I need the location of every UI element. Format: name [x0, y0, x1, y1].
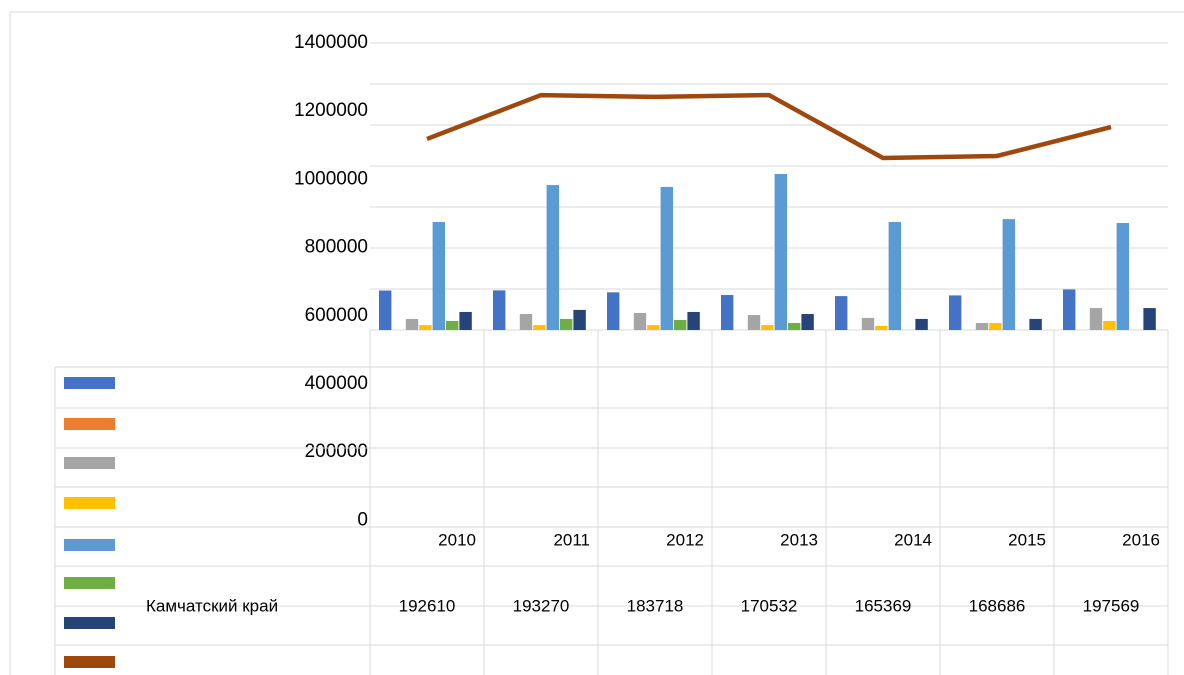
- y-tick-label: 1200000: [294, 100, 368, 121]
- bar: [633, 312, 647, 330]
- bar: [1089, 308, 1103, 330]
- bar: [875, 325, 888, 330]
- bar: [1002, 219, 1015, 330]
- y-tick-label: 600000: [305, 305, 368, 326]
- bar: [405, 318, 419, 330]
- bar: [801, 314, 814, 330]
- table-value: 168686: [969, 596, 1026, 615]
- bar: [419, 325, 432, 330]
- legend-key: [64, 497, 115, 509]
- y-tick-label: 200000: [305, 441, 368, 462]
- legend-key: [64, 656, 115, 668]
- bar: [493, 290, 506, 330]
- y-tick-label: 1000000: [294, 168, 368, 189]
- table-value: 165369: [855, 596, 912, 615]
- table-value: 170532: [741, 596, 798, 615]
- bar: [660, 186, 673, 330]
- x-tick-label: 2016: [1122, 530, 1160, 549]
- bar: [888, 221, 901, 330]
- bar: [1063, 289, 1076, 330]
- y-tick-label: 1400000: [294, 32, 368, 53]
- bar: [687, 311, 700, 330]
- bar: [533, 325, 546, 330]
- legend-key: [64, 377, 115, 389]
- bar: [861, 317, 875, 330]
- bar: [788, 323, 801, 330]
- bar: [379, 290, 392, 330]
- bar: [560, 318, 573, 330]
- bar: [1116, 222, 1129, 330]
- bar: [674, 319, 687, 330]
- y-tick-label: 0: [357, 509, 368, 530]
- bar: [546, 185, 559, 330]
- table-value: 193270: [513, 596, 570, 615]
- bar: [774, 173, 787, 330]
- bar: [459, 311, 472, 330]
- bar: [835, 296, 848, 330]
- bar: [647, 325, 660, 330]
- bar: [949, 295, 962, 330]
- bar: [747, 315, 761, 330]
- bar: [519, 314, 533, 330]
- y-tick-label: 800000: [305, 237, 368, 258]
- bar: [761, 325, 774, 330]
- bar: [1029, 318, 1042, 330]
- table-value: 192610: [399, 596, 456, 615]
- legend-key: [64, 539, 115, 551]
- bar: [607, 292, 620, 330]
- bar: [573, 309, 586, 330]
- bar: [446, 320, 459, 330]
- x-tick-label: 2013: [780, 530, 818, 549]
- bar: [989, 323, 1002, 330]
- legend-key: [64, 418, 115, 430]
- bar: [432, 221, 445, 330]
- table-value: 197569: [1083, 596, 1140, 615]
- bar: [975, 323, 989, 330]
- legend-key: [64, 577, 115, 589]
- x-tick-label: 2012: [666, 530, 704, 549]
- legend-key: [64, 617, 115, 629]
- table-value: 183718: [627, 596, 684, 615]
- bar: [1103, 320, 1116, 330]
- legend-label: Камчатский край: [146, 596, 278, 615]
- bar: [1143, 308, 1156, 330]
- x-tick-label: 2010: [438, 530, 476, 549]
- x-tick-label: 2011: [553, 530, 590, 549]
- bar: [721, 295, 734, 330]
- y-tick-label: 400000: [305, 373, 368, 394]
- x-tick-label: 2015: [1008, 530, 1046, 549]
- legend-key: [64, 457, 115, 469]
- bar: [915, 318, 928, 330]
- x-tick-label: 2014: [894, 530, 932, 549]
- line-series: [426, 92, 1112, 161]
